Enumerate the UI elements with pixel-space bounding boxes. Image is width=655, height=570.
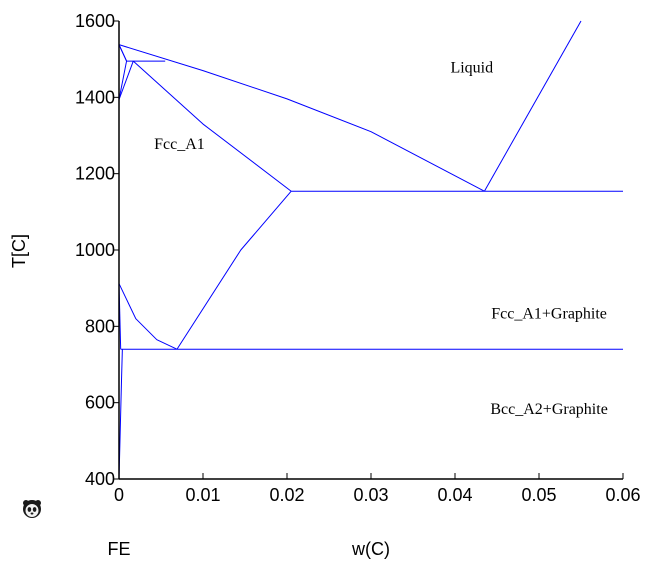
phase-boundary-line-13 [118, 349, 123, 480]
phase-boundary-line-4 [118, 60, 134, 100]
x-tick-label: 0.04 [437, 485, 472, 505]
region-label-3: Fcc_A1+Graphite [491, 306, 607, 323]
x-tick-label: 0.05 [521, 485, 556, 505]
axis-ticks: 0 0.01 0.02 0.03 0.04 0.05 0.06 400 600 800 1000 12… [75, 11, 641, 505]
y-tick-label: 1000 [75, 240, 115, 260]
x-tick-label: 0.01 [185, 485, 220, 505]
y-tick-label: 400 [85, 469, 115, 489]
phase-boundary-line-8 [483, 20, 582, 192]
phase-boundary-line-3 [118, 60, 128, 100]
region-label-1: Liquid [450, 60, 493, 77]
y-tick-label: 800 [85, 316, 115, 336]
phase-boundary-line-6 [132, 60, 292, 192]
x-axis-label: w(C) [351, 539, 390, 559]
phase-boundary-line-5 [118, 44, 485, 192]
y-tick-label: 600 [85, 393, 115, 413]
phase-boundary-line-10 [118, 283, 178, 350]
x-tick-label: 0.06 [605, 485, 640, 505]
y-tick-label: 1400 [75, 87, 115, 107]
component-label: FE [107, 539, 130, 559]
x-tick-label: 0.02 [269, 485, 304, 505]
panda-logo-icon [23, 500, 41, 518]
y-tick-label: 1600 [75, 11, 115, 31]
y-tick-label: 1200 [75, 164, 115, 184]
x-tick-label: 0 [114, 485, 124, 505]
region-label-4: Bcc_A2+Graphite [490, 401, 607, 418]
phase-boundary-line-9 [176, 190, 292, 350]
region-labels: Liquid Fcc_A1 Fcc_A1+Graphite Bcc_A2+Graphi… [154, 60, 608, 419]
y-axis-label: T[C] [9, 234, 29, 268]
x-tick-label: 0.03 [353, 485, 388, 505]
region-label-2: Fcc_A1 [154, 136, 205, 153]
